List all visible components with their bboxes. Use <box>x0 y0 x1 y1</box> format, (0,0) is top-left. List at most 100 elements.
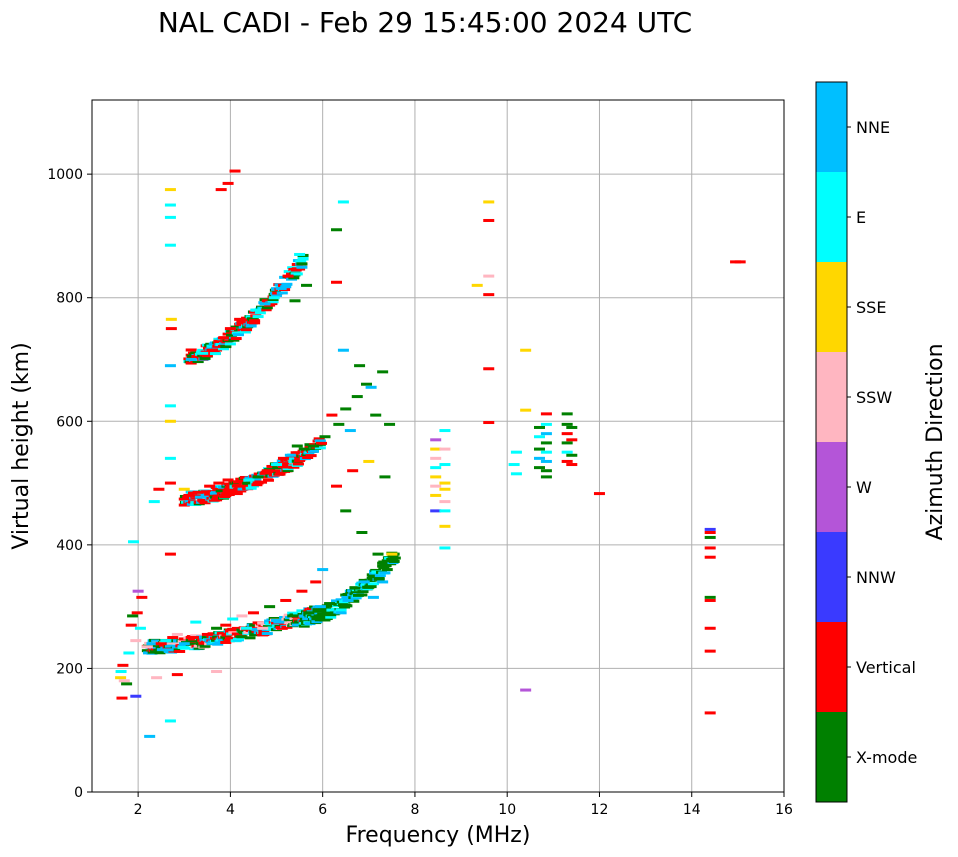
echo-point <box>305 454 317 458</box>
echo-point <box>430 466 442 470</box>
x-axis-label: Frequency (MHz) <box>346 823 531 848</box>
echo-point <box>115 676 127 680</box>
echo-point <box>236 321 248 325</box>
echo-point <box>540 412 552 416</box>
echo-point <box>483 293 495 297</box>
echo-point <box>226 333 238 337</box>
x-tick-label: 14 <box>683 802 701 818</box>
echo-point <box>190 634 202 638</box>
echo-point <box>227 488 239 492</box>
echo-point <box>337 348 349 352</box>
echo-point <box>471 283 483 287</box>
echo-point <box>212 642 224 646</box>
echo-point <box>533 425 545 429</box>
echo-point <box>202 494 214 498</box>
echo-point <box>118 679 130 683</box>
echo-point <box>341 604 353 608</box>
echo-point <box>540 422 552 426</box>
echo-point <box>533 456 545 460</box>
echo-point <box>128 540 140 544</box>
echo-point <box>384 422 396 426</box>
echo-point <box>227 617 239 621</box>
echo-point <box>197 351 209 355</box>
echo-point <box>272 466 284 470</box>
echo-point <box>239 330 251 334</box>
echo-point <box>704 711 716 715</box>
echo-point <box>296 262 308 266</box>
echo-point <box>483 274 495 278</box>
y-axis: 0 200 400 600 800 1000 <box>47 167 92 801</box>
echo-point <box>283 618 295 622</box>
echo-point <box>259 302 271 306</box>
echo-point <box>430 456 442 460</box>
x-tick-label: 4 <box>226 802 235 818</box>
echo-point <box>566 453 578 457</box>
echo-point <box>232 480 244 484</box>
echo-point <box>217 347 229 351</box>
echo-point <box>439 500 451 504</box>
echo-point <box>704 649 716 653</box>
echo-point <box>164 243 176 247</box>
echo-point <box>533 447 545 451</box>
echo-point <box>224 327 236 331</box>
echo-point <box>258 473 270 477</box>
echo-point <box>164 719 176 723</box>
echo-point <box>271 293 283 297</box>
echo-point <box>561 459 573 463</box>
x-axis: 2 4 6 8 10 12 14 16 <box>134 792 793 818</box>
x-tick-label: 12 <box>591 802 609 818</box>
x-tick-label: 10 <box>498 802 516 818</box>
echo-point <box>386 552 398 556</box>
echo-point <box>186 639 198 643</box>
echo-point <box>379 475 391 479</box>
grid-lines <box>92 100 785 793</box>
echo-point <box>520 408 532 412</box>
plot-background <box>92 100 784 792</box>
echo-point <box>388 559 400 563</box>
y-tick-label: 800 <box>56 291 83 307</box>
echo-point <box>381 568 393 572</box>
echo-point <box>277 462 289 466</box>
echo-point <box>378 566 390 570</box>
echo-point <box>199 644 211 648</box>
echo-point <box>324 602 336 606</box>
echo-point <box>314 446 326 450</box>
echo-point <box>212 344 224 348</box>
echo-point <box>216 631 228 635</box>
echo-point <box>350 590 362 594</box>
colorbar-swatch <box>816 532 847 622</box>
echo-point <box>274 472 286 476</box>
echo-point <box>282 469 294 473</box>
echo-point <box>167 641 179 645</box>
echo-point <box>313 609 325 613</box>
echo-point <box>220 345 232 349</box>
echo-point <box>533 466 545 470</box>
echo-point <box>251 627 263 631</box>
echo-point <box>164 215 176 219</box>
azimuth-colorbar: X-mode Vertical NNW W SSW SSE E NNE <box>815 81 917 803</box>
echo-point <box>260 308 272 312</box>
echo-point <box>273 620 285 624</box>
echo-point <box>430 484 442 488</box>
echo-point <box>275 286 287 290</box>
echo-point <box>277 456 289 460</box>
echo-point <box>321 610 333 614</box>
echo-point <box>213 494 225 498</box>
echo-point <box>267 297 279 301</box>
echo-point <box>207 632 219 636</box>
echo-point <box>369 575 381 579</box>
echo-point <box>211 626 223 630</box>
y-axis-label: Virtual height (km) <box>9 342 34 549</box>
echo-point <box>148 500 160 504</box>
echo-point <box>267 300 279 304</box>
x-tick-label: 8 <box>410 802 419 818</box>
echo-point <box>372 552 384 556</box>
echo-point <box>234 317 246 321</box>
echo-point <box>351 395 363 399</box>
echo-point <box>331 228 343 232</box>
echo-point <box>130 694 142 698</box>
echo-point <box>540 450 552 454</box>
echo-point <box>291 444 303 448</box>
echo-point <box>430 475 442 479</box>
echo-point <box>244 636 256 640</box>
